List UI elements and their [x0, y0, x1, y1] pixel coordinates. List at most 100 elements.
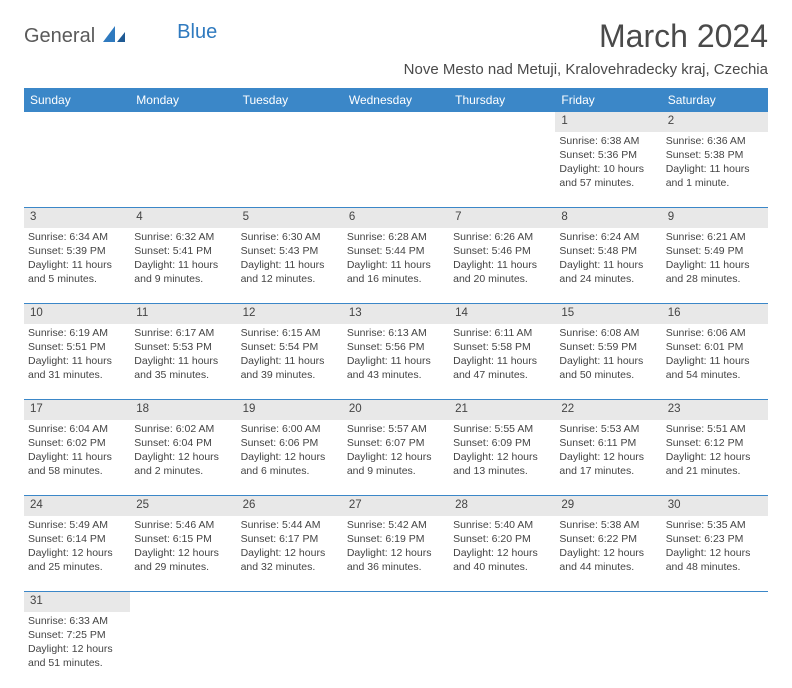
- sunrise-text: Sunrise: 6:34 AM: [28, 230, 126, 244]
- day-cell: Sunrise: 6:04 AMSunset: 6:02 PMDaylight:…: [24, 420, 130, 496]
- sunset-text: Sunset: 6:02 PM: [28, 436, 126, 450]
- daylight-text-2: and 32 minutes.: [241, 560, 339, 574]
- sunrise-text: Sunrise: 6:13 AM: [347, 326, 445, 340]
- day-number-cell: 7: [449, 208, 555, 228]
- sunset-text: Sunset: 5:54 PM: [241, 340, 339, 354]
- daylight-text-2: and 17 minutes.: [559, 464, 657, 478]
- weekday-header: Saturday: [662, 88, 768, 112]
- weekday-header-row: SundayMondayTuesdayWednesdayThursdayFrid…: [24, 88, 768, 112]
- sunrise-text: Sunrise: 6:00 AM: [241, 422, 339, 436]
- day-cell: [343, 132, 449, 208]
- day-cell: Sunrise: 5:57 AMSunset: 6:07 PMDaylight:…: [343, 420, 449, 496]
- daylight-text-1: Daylight: 11 hours: [453, 258, 551, 272]
- day-number-cell: 14: [449, 304, 555, 324]
- week-row: Sunrise: 6:33 AMSunset: 7:25 PMDaylight:…: [24, 612, 768, 688]
- sunset-text: Sunset: 5:44 PM: [347, 244, 445, 258]
- daylight-text-1: Daylight: 11 hours: [347, 258, 445, 272]
- day-number-cell: 15: [555, 304, 661, 324]
- sunrise-text: Sunrise: 5:44 AM: [241, 518, 339, 532]
- daylight-text-1: Daylight: 11 hours: [28, 258, 126, 272]
- daylight-text-1: Daylight: 11 hours: [453, 354, 551, 368]
- month-title: March 2024: [404, 18, 768, 55]
- sunrise-text: Sunrise: 6:28 AM: [347, 230, 445, 244]
- sunrise-text: Sunrise: 5:40 AM: [453, 518, 551, 532]
- sunrise-text: Sunrise: 6:26 AM: [453, 230, 551, 244]
- day-cell: Sunrise: 6:13 AMSunset: 5:56 PMDaylight:…: [343, 324, 449, 400]
- sunrise-text: Sunrise: 6:06 AM: [666, 326, 764, 340]
- week-row: Sunrise: 6:38 AMSunset: 5:36 PMDaylight:…: [24, 132, 768, 208]
- sunset-text: Sunset: 5:49 PM: [666, 244, 764, 258]
- daylight-text-1: Daylight: 11 hours: [28, 354, 126, 368]
- sunset-text: Sunset: 5:56 PM: [347, 340, 445, 354]
- sunset-text: Sunset: 6:22 PM: [559, 532, 657, 546]
- sunrise-text: Sunrise: 6:19 AM: [28, 326, 126, 340]
- day-number-cell: 3: [24, 208, 130, 228]
- daylight-text-2: and 6 minutes.: [241, 464, 339, 478]
- daylight-text-2: and 28 minutes.: [666, 272, 764, 286]
- day-number-cell: [662, 592, 768, 612]
- sunset-text: Sunset: 6:09 PM: [453, 436, 551, 450]
- daylight-text-1: Daylight: 11 hours: [28, 450, 126, 464]
- daylight-text-1: Daylight: 11 hours: [134, 258, 232, 272]
- day-cell: Sunrise: 5:35 AMSunset: 6:23 PMDaylight:…: [662, 516, 768, 592]
- sunset-text: Sunset: 6:04 PM: [134, 436, 232, 450]
- daylight-text-2: and 50 minutes.: [559, 368, 657, 382]
- daylight-text-2: and 47 minutes.: [453, 368, 551, 382]
- sunset-text: Sunset: 6:20 PM: [453, 532, 551, 546]
- sunset-text: Sunset: 5:51 PM: [28, 340, 126, 354]
- sunrise-text: Sunrise: 6:08 AM: [559, 326, 657, 340]
- week-row: Sunrise: 5:49 AMSunset: 6:14 PM Daylight:…: [24, 516, 768, 592]
- sunrise-text: Sunrise: 6:17 AM: [134, 326, 232, 340]
- sunset-text: Sunset: 5:43 PM: [241, 244, 339, 258]
- day-cell: Sunrise: 5:40 AMSunset: 6:20 PMDaylight:…: [449, 516, 555, 592]
- daylight-text-2: and 9 minutes.: [347, 464, 445, 478]
- daylight-text-2: and 5 minutes.: [28, 272, 126, 286]
- weekday-header: Sunday: [24, 88, 130, 112]
- sunset-text: Sunset: 6:07 PM: [347, 436, 445, 450]
- sunrise-text: Sunrise: 6:04 AM: [28, 422, 126, 436]
- sunset-text: Sunset: 7:25 PM: [28, 628, 126, 642]
- logo-text-general: General: [24, 25, 95, 48]
- daylight-text-1: Daylight: 11 hours: [241, 258, 339, 272]
- daylight-text-1: Daylight: 12 hours: [241, 546, 339, 560]
- sunset-text: Sunset: 5:36 PM: [559, 148, 657, 162]
- sunset-text: Sunset: 6:15 PM: [134, 532, 232, 546]
- day-cell: [449, 612, 555, 688]
- daylight-text-1: Daylight: 12 hours: [134, 450, 232, 464]
- sunrise-text: Sunrise: 5:35 AM: [666, 518, 764, 532]
- day-cell: Sunrise: 6:02 AMSunset: 6:04 PMDaylight:…: [130, 420, 236, 496]
- daylight-text-1: Daylight: 12 hours: [559, 546, 657, 560]
- daylight-text-1: Daylight: 11 hours: [347, 354, 445, 368]
- day-cell: Sunrise: 6:17 AMSunset: 5:53 PMDaylight:…: [130, 324, 236, 400]
- sunrise-text: Sunrise: 6:38 AM: [559, 134, 657, 148]
- sunset-text: Sunset: 6:14 PM: [28, 532, 126, 546]
- day-cell: Sunrise: 5:46 AMSunset: 6:15 PMDaylight:…: [130, 516, 236, 592]
- daylight-text-1: Daylight: 11 hours: [666, 354, 764, 368]
- day-number-cell: 22: [555, 400, 661, 420]
- day-number-row: 17181920212223: [24, 400, 768, 420]
- weekday-header: Friday: [555, 88, 661, 112]
- sunrise-text: Sunrise: 5:49 AM: [28, 518, 126, 532]
- day-cell: Sunrise: 5:44 AMSunset: 6:17 PMDaylight:…: [237, 516, 343, 592]
- day-number-cell: 10: [24, 304, 130, 324]
- day-number-cell: [449, 592, 555, 612]
- day-cell: Sunrise: 5:55 AMSunset: 6:09 PMDaylight:…: [449, 420, 555, 496]
- daylight-text-2: and 21 minutes.: [666, 464, 764, 478]
- day-cell: Sunrise: 6:06 AMSunset: 6:01 PMDaylight:…: [662, 324, 768, 400]
- day-cell: [130, 132, 236, 208]
- daylight-text-1: Daylight: 11 hours: [559, 354, 657, 368]
- sunrise-text: Sunrise: 6:21 AM: [666, 230, 764, 244]
- day-number-cell: 27: [343, 496, 449, 516]
- day-number-cell: 20: [343, 400, 449, 420]
- daylight-text-2: and 29 minutes.: [134, 560, 232, 574]
- daylight-text-2: and 1 minute.: [666, 176, 764, 190]
- sunrise-text: Sunrise: 6:32 AM: [134, 230, 232, 244]
- daylight-text-2: and 35 minutes.: [134, 368, 232, 382]
- daylight-text-2: and 58 minutes.: [28, 464, 126, 478]
- day-number-cell: 30: [662, 496, 768, 516]
- day-cell: Sunrise: 6:19 AMSunset: 5:51 PMDaylight:…: [24, 324, 130, 400]
- daylight-text-2: and 13 minutes.: [453, 464, 551, 478]
- daylight-text-2: and 16 minutes.: [347, 272, 445, 286]
- daylight-text-1: Daylight: 11 hours: [134, 354, 232, 368]
- day-number-cell: 19: [237, 400, 343, 420]
